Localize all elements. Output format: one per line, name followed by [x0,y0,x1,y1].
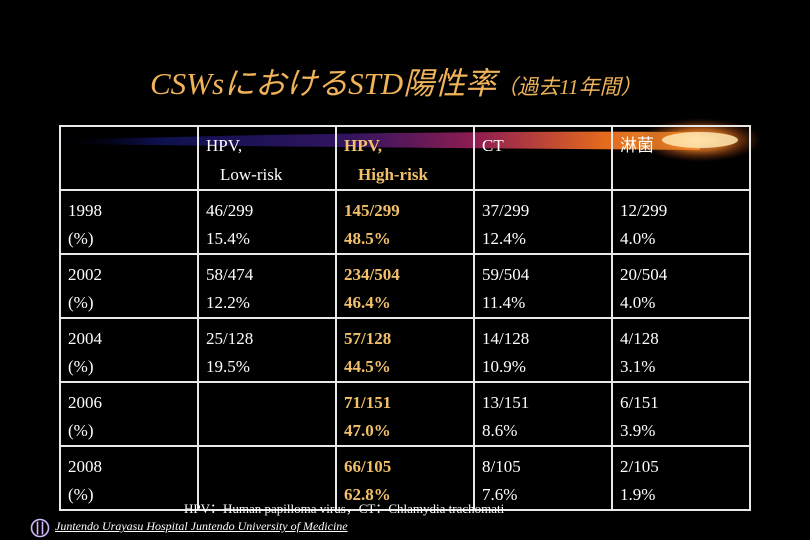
cell-percent: 3.9% [620,421,656,440]
cell-hpv-low: 46/299 15.4% [197,189,337,255]
cell-count: 4/128 [620,329,659,348]
header-text: Low-risk [220,165,283,184]
cell-count: 58/474 [206,265,254,284]
row-year-cell: 2004 (%) [59,317,199,383]
cell-count: 71/151 [344,393,392,412]
cell-percent: 48.5% [344,229,391,248]
cell-ct: 37/299 12.4% [473,189,613,255]
cell-percent: 12.4% [482,229,526,248]
title-main: CSWsにおけるSTD陽性率 [150,66,497,101]
cell-hpv-low [197,381,337,447]
cell-unit: (%) [68,357,94,376]
cell-count: 46/299 [206,201,254,220]
table-row: 2002 (%) 58/474 12.2% 234/504 46.4% 59/504 1… [59,253,751,319]
title-paren: （過去11年間） [496,75,642,99]
cell-percent: 11.4% [482,293,526,312]
cell-count: 145/299 [344,201,400,220]
cell-unit: (%) [68,229,94,248]
cell-percent: 4.0% [620,229,656,248]
juntendo-logo-icon [30,518,50,538]
cell-percent: 4.0% [620,293,656,312]
row-year-cell: 2008 (%) [59,445,199,511]
cell-year: 2004 [68,329,102,348]
cell-percent: 47.0% [344,421,391,440]
cell-count: 234/504 [344,265,400,284]
table-row: 2008 (%) 66/105 62.8% 8/105 7.6% 2/105 1.9% [59,445,751,511]
cell-percent: 7.6% [482,485,518,504]
header-text: High-risk [358,165,428,184]
cell-count: 8/105 [482,457,521,476]
cell-percent: 19.5% [206,357,250,376]
table-row: 1998 (%) 46/299 15.4% 145/299 48.5% 37/299 1… [59,189,751,255]
cell-percent: 10.9% [482,357,526,376]
cell-hpv-low [197,445,337,511]
header-hpv-high-risk: HPV, High-risk [335,125,475,191]
cell-count: 2/105 [620,457,659,476]
cell-count: 25/128 [206,329,254,348]
header-hpv-low-risk: HPV, Low-risk [197,125,337,191]
cell-ct: 8/105 7.6% [473,445,613,511]
institution-name: Juntendo Urayasu Hospital Juntendo Unive… [55,519,348,533]
table-header-row: HPV, Low-risk HPV, High-risk CT 淋菌 [59,125,751,191]
std-positive-rate-table: HPV, Low-risk HPV, High-risk CT 淋菌 1998 (%)… [59,125,751,511]
cell-count: 37/299 [482,201,530,220]
header-corner [59,125,199,191]
cell-hpv-high: 66/105 62.8% [335,445,475,511]
cell-unit: (%) [68,421,94,440]
table-row: 2006 (%) 71/151 47.0% 13/151 8.6% 6/151 3.9% [59,381,751,447]
cell-gonorrhea: 2/105 1.9% [611,445,751,511]
cell-gonorrhea: 20/504 4.0% [611,253,751,319]
cell-percent: 46.4% [344,293,391,312]
cell-percent: 1.9% [620,485,656,504]
cell-gonorrhea: 6/151 3.9% [611,381,751,447]
table-row: 2004 (%) 25/128 19.5% 57/128 44.5% 14/128 10… [59,317,751,383]
row-year-cell: 2002 (%) [59,253,199,319]
cell-ct: 59/504 11.4% [473,253,613,319]
header-gonorrhea: 淋菌 [611,125,751,191]
cell-percent: 8.6% [482,421,518,440]
cell-year: 2006 [68,393,102,412]
cell-percent: 15.4% [206,229,250,248]
header-ct: CT [473,125,613,191]
cell-hpv-low: 58/474 12.2% [197,253,337,319]
cell-count: 66/105 [344,457,392,476]
cell-count: 57/128 [344,329,392,348]
cell-count: 20/504 [620,265,668,284]
cell-count: 6/151 [620,393,659,412]
cell-count: 12/299 [620,201,668,220]
cell-gonorrhea: 4/128 3.1% [611,317,751,383]
cell-percent: 3.1% [620,357,656,376]
cell-ct: 13/151 8.6% [473,381,613,447]
header-text: HPV, [206,136,243,155]
cell-hpv-high: 145/299 48.5% [335,189,475,255]
footnote: HPV：Human papilloma virus，CT：Chlamydia t… [184,501,505,516]
cell-percent: 62.8% [344,485,391,504]
cell-year: 2008 [68,457,102,476]
cell-count: 59/504 [482,265,530,284]
cell-hpv-high: 71/151 47.0% [335,381,475,447]
header-text: HPV, [344,136,382,155]
cell-hpv-high: 234/504 46.4% [335,253,475,319]
cell-count: 13/151 [482,393,530,412]
row-year-cell: 1998 (%) [59,189,199,255]
cell-ct: 14/128 10.9% [473,317,613,383]
cell-unit: (%) [68,485,94,504]
slide-title: CSWsにおけるSTD陽性率（過去11年間） [150,58,642,103]
cell-percent: 12.2% [206,293,250,312]
cell-year: 1998 [68,201,102,220]
cell-count: 14/128 [482,329,530,348]
cell-unit: (%) [68,293,94,312]
row-year-cell: 2006 (%) [59,381,199,447]
cell-gonorrhea: 12/299 4.0% [611,189,751,255]
cell-hpv-high: 57/128 44.5% [335,317,475,383]
cell-hpv-low: 25/128 19.5% [197,317,337,383]
cell-percent: 44.5% [344,357,391,376]
cell-year: 2002 [68,265,102,284]
